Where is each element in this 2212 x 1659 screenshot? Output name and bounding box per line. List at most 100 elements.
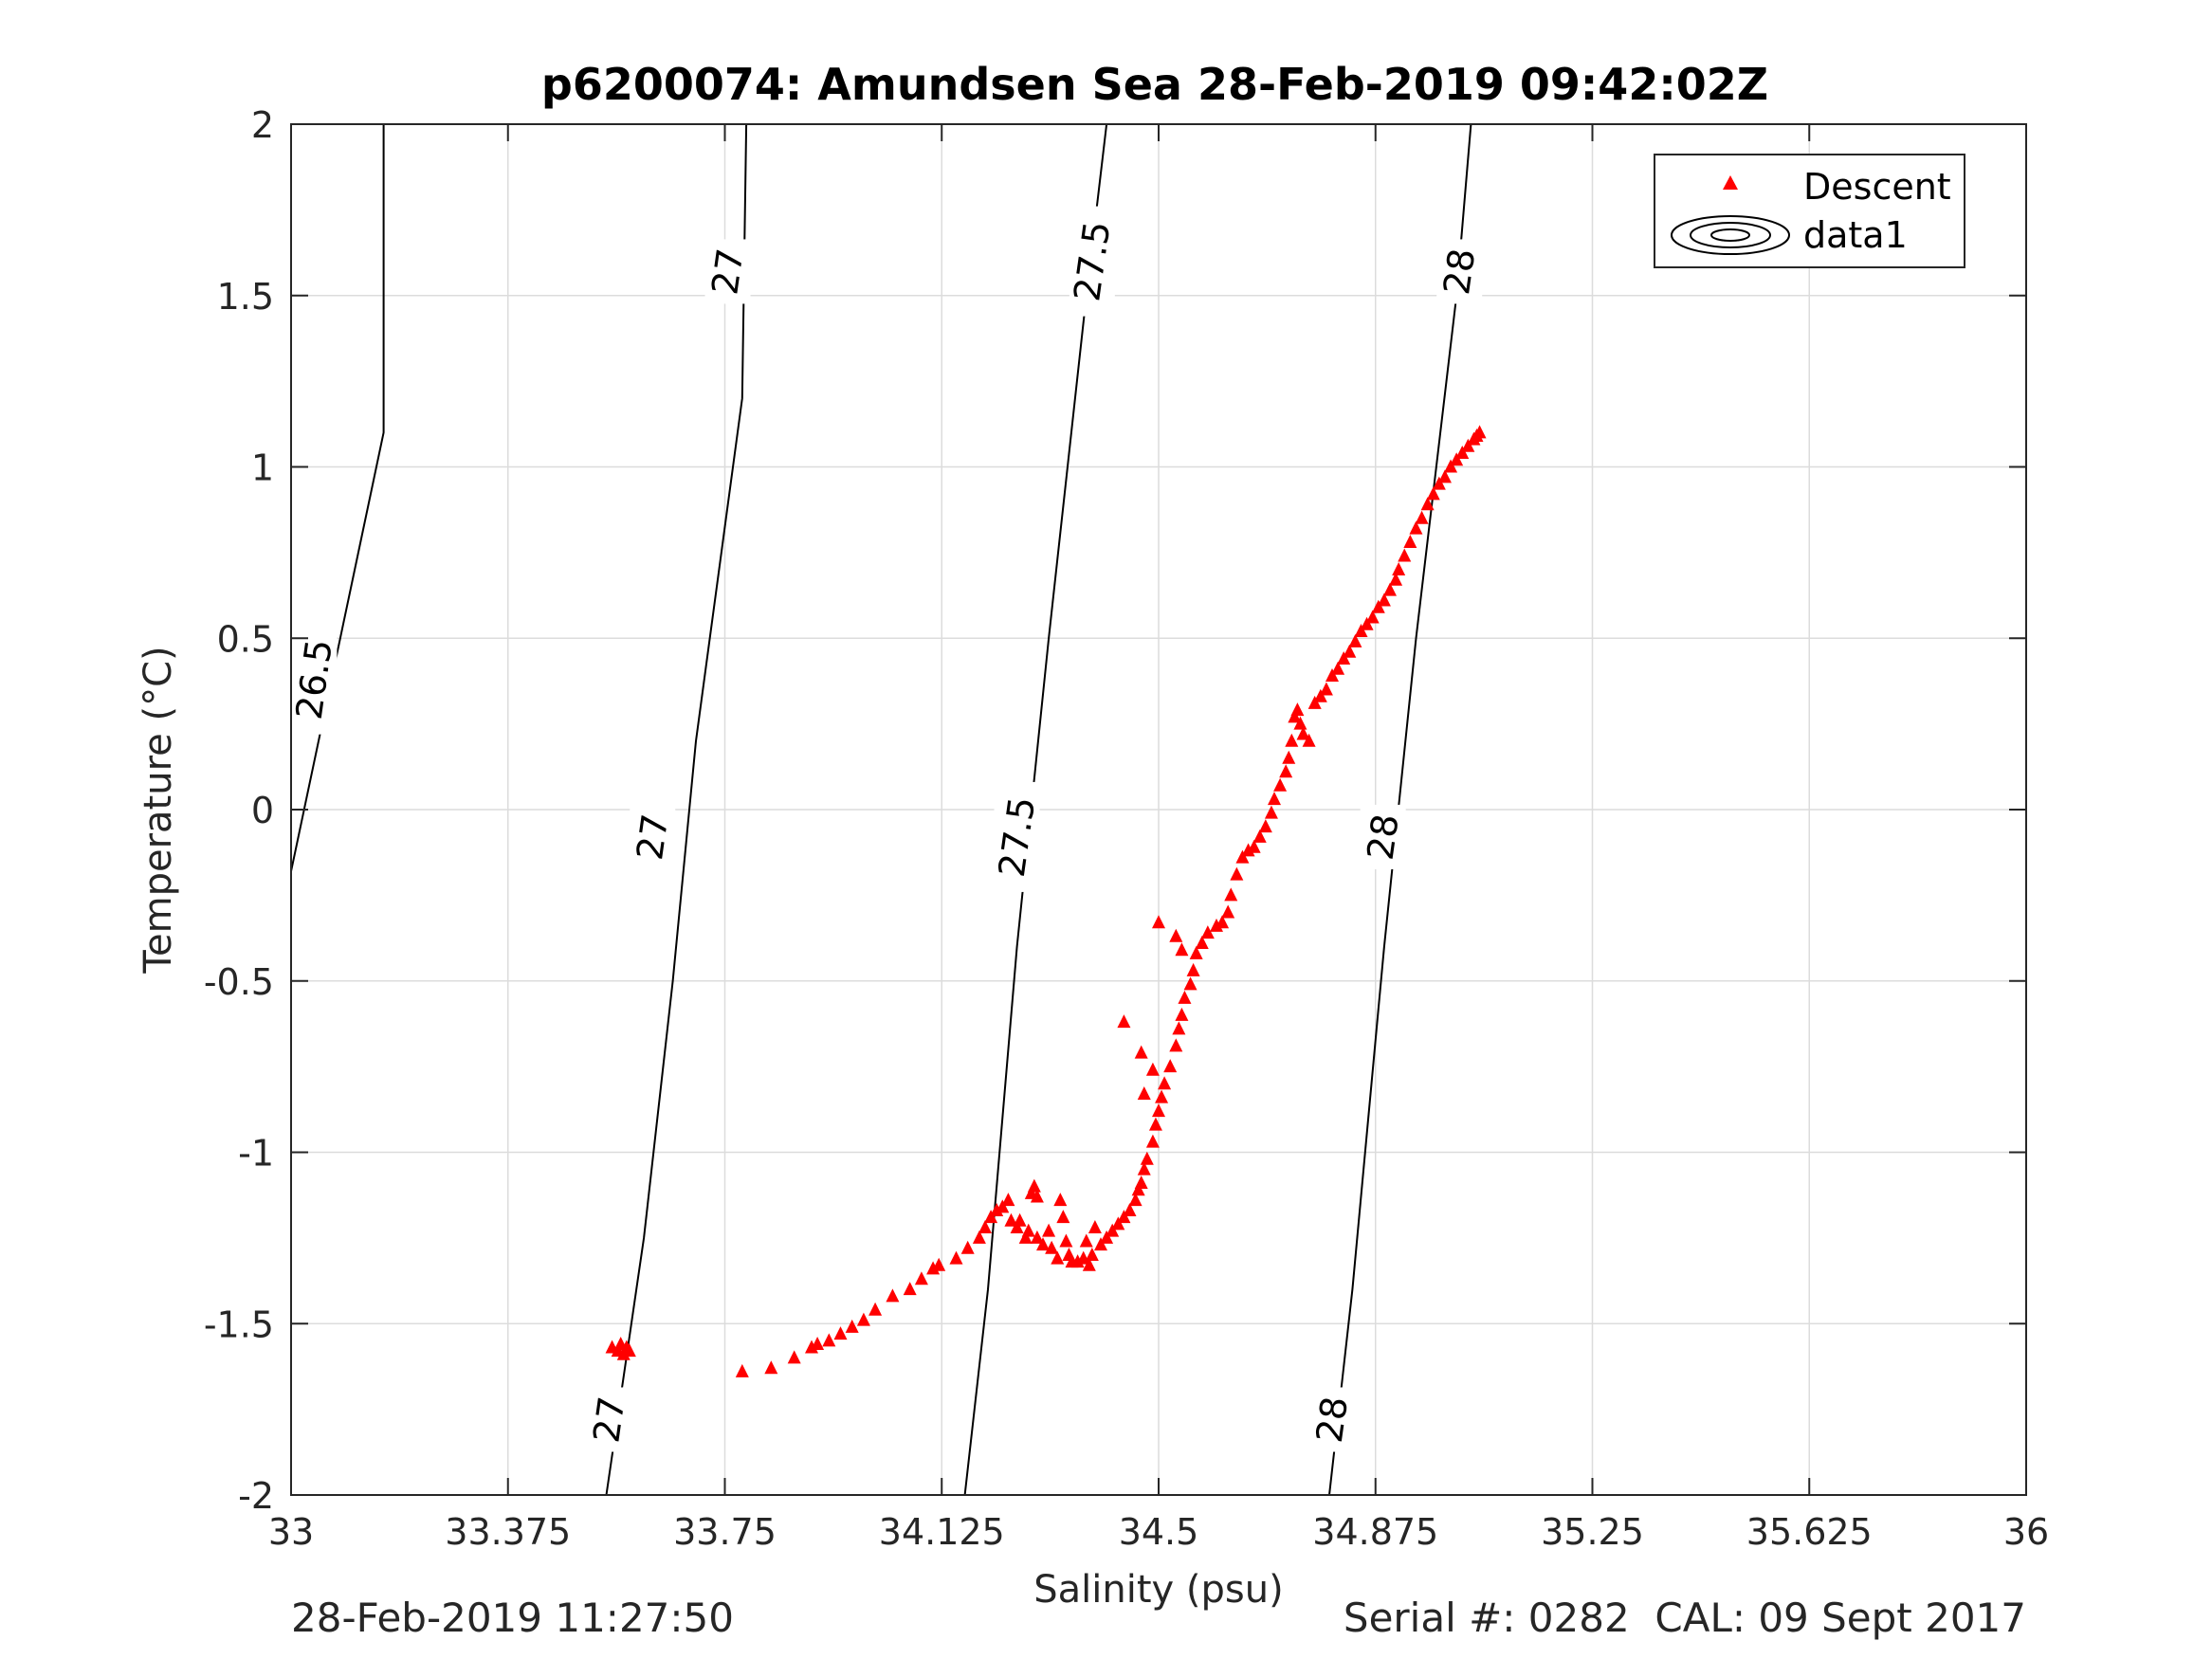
descent-point	[1285, 733, 1299, 747]
descent-point	[1018, 1230, 1033, 1244]
y-tick-label: 0.5	[217, 618, 274, 660]
descent-point	[1268, 792, 1281, 806]
contour-label-gap	[1069, 206, 1115, 317]
x-tick-label: 35.25	[1541, 1511, 1644, 1553]
x-tick-label: 33.375	[445, 1511, 571, 1553]
descent-point	[616, 1346, 631, 1360]
descent-point	[1282, 750, 1296, 764]
x-tick-label: 34.5	[1119, 1511, 1199, 1553]
descent-point	[1145, 1062, 1160, 1076]
descent-point	[1293, 716, 1307, 730]
descent-point	[1189, 945, 1203, 959]
descent-point	[1010, 1220, 1024, 1234]
y-tick-label: 2	[251, 104, 274, 146]
descent-point	[886, 1288, 900, 1303]
descent-point	[1085, 1247, 1099, 1261]
descent-point	[1178, 990, 1192, 1004]
descent-point	[1264, 805, 1278, 819]
contour-label-gap	[704, 239, 751, 304]
descent-point	[1258, 819, 1272, 833]
y-axis-label: Temperature (°C)	[137, 646, 180, 974]
x-tick-label: 35.625	[1746, 1511, 1873, 1553]
contour-label: 27	[585, 1394, 632, 1445]
descent-point	[1088, 1220, 1102, 1234]
contour-line	[605, 123, 748, 1496]
descent-point	[1134, 1176, 1148, 1190]
descent-point	[1319, 682, 1333, 696]
chart-title: p6200074: Amundsen Sea 28-Feb-2019 09:42…	[541, 59, 1768, 110]
y-tick-label: 0	[251, 790, 274, 831]
descent-point	[1247, 839, 1261, 853]
descent-point	[1325, 668, 1339, 683]
descent-point	[1398, 548, 1412, 562]
descent-point	[1158, 1076, 1172, 1090]
descent-point	[1145, 1134, 1160, 1148]
descent-point	[1137, 1086, 1151, 1101]
descent-point	[1140, 1151, 1154, 1165]
descent-point	[1036, 1237, 1050, 1251]
descent-point	[1152, 1103, 1165, 1118]
descent-point	[1241, 843, 1255, 857]
descent-point	[1076, 1250, 1090, 1265]
descent-point	[1117, 1014, 1131, 1029]
descent-point	[1210, 918, 1223, 932]
x-tick-label: 33	[268, 1511, 314, 1553]
descent-point	[1169, 928, 1183, 942]
descent-point	[1059, 1233, 1073, 1248]
descent-point	[990, 1202, 1004, 1216]
descent-point	[972, 1230, 986, 1244]
contour-label-gap	[1360, 804, 1406, 869]
contour-label: 27	[704, 246, 751, 297]
descent-point	[1409, 520, 1423, 535]
y-tick-label: -1.5	[204, 1304, 274, 1345]
descent-point	[1288, 709, 1302, 723]
contour-label-gap	[630, 804, 676, 869]
descent-point	[1045, 1240, 1059, 1254]
legend-contour-icon	[1671, 215, 1790, 255]
descent-point	[1106, 1223, 1120, 1237]
descent-point	[1403, 535, 1417, 549]
y-tick-label: 1	[251, 447, 274, 489]
contour-label-gap	[291, 624, 338, 735]
descent-point	[1354, 624, 1368, 638]
descent-point	[1343, 644, 1357, 658]
descent-point	[1273, 777, 1288, 792]
descent-point	[1082, 1257, 1096, 1271]
descent-point	[1331, 661, 1345, 675]
contour-label-gap	[1309, 1387, 1355, 1452]
descent-point	[1001, 1193, 1015, 1207]
contour-line	[290, 124, 385, 872]
descent-point	[1183, 976, 1197, 991]
descent-point	[1195, 935, 1209, 949]
descent-point	[984, 1210, 998, 1224]
descent-point	[1461, 438, 1475, 452]
footer-serial-calibration: Serial #: 0282 CAL: 09 Sept 2017	[1343, 1595, 2026, 1641]
descent-point	[811, 1336, 825, 1350]
descent-point	[1371, 599, 1385, 613]
descent-point	[856, 1312, 870, 1326]
contour-label-gap	[994, 781, 1040, 892]
descent-point	[1186, 962, 1200, 976]
descent-point	[1426, 486, 1440, 501]
descent-point	[1175, 1007, 1189, 1021]
descent-point	[1163, 1059, 1178, 1073]
descent-point	[1389, 572, 1403, 586]
legend-data1-label: data1	[1803, 214, 1908, 256]
legend-descent-label: Descent	[1803, 166, 1951, 208]
descent-point	[1221, 904, 1235, 919]
descent-point	[1094, 1237, 1107, 1251]
descent-point	[787, 1350, 801, 1364]
contour-label: 28	[1435, 246, 1483, 297]
descent-point	[1027, 1178, 1041, 1193]
descent-point	[1472, 425, 1487, 439]
descent-point	[1216, 915, 1230, 929]
descent-point	[1051, 1250, 1065, 1265]
descent-point	[1432, 476, 1446, 490]
descent-point	[1455, 446, 1470, 460]
descent-points	[605, 425, 1487, 1377]
descent-point	[1128, 1193, 1143, 1207]
descent-point	[1111, 1216, 1125, 1231]
descent-point	[978, 1220, 992, 1234]
descent-point	[1337, 650, 1351, 665]
